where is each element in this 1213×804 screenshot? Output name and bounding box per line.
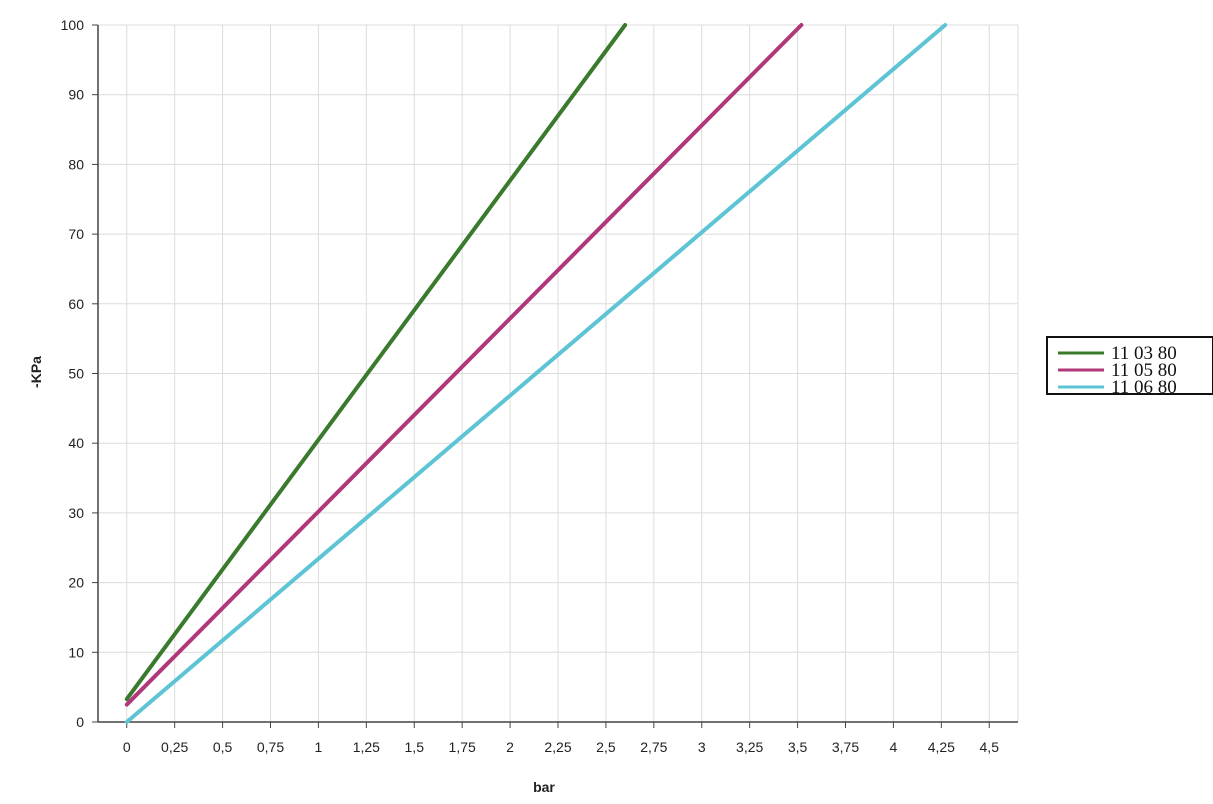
series-line-3 [124,23,948,724]
series-lines [124,23,948,724]
x-tick-label: 1,25 [353,739,380,755]
legend-label: 11 06 80 [1111,377,1177,398]
y-axis-title: -KPa [28,356,44,388]
x-tick-label: 3 [698,739,706,755]
x-tick-label: 3,5 [788,739,808,755]
legend-label: 11 03 80 [1111,343,1177,364]
y-tick-label: 70 [68,226,84,242]
x-tick-label: 0 [123,739,131,755]
y-tick-label: 100 [61,17,85,33]
x-tick-label: 3,75 [832,739,859,755]
y-tick-label: 40 [68,435,84,451]
grid [98,24,1019,722]
x-tick-label: 0,5 [213,739,233,755]
x-tick-label: 1,75 [449,739,476,755]
legend-box [1046,336,1213,395]
x-tick-label: 4,25 [928,739,955,755]
y-tick-label: 60 [68,296,84,312]
x-tick-label: 4 [890,739,898,755]
series-line-1 [124,23,628,701]
legend-label: 11 05 80 [1111,360,1177,381]
y-tick-label: 20 [68,575,84,591]
axes [92,24,1018,728]
y-tick-label: 50 [68,366,84,382]
x-tick-label: 2,75 [640,739,667,755]
x-tick-label: 2,5 [596,739,616,755]
x-tick-label: 1 [315,739,323,755]
y-tick-label: 90 [68,87,84,103]
x-tick-label: 0,75 [257,739,284,755]
tick-labels: 0 10 20 30 40 50 60 70 80 90 100 0 0,25 0,5 0,75 1 1,25 1… [61,17,1000,755]
x-tick-label: 2 [506,739,514,755]
x-tick-label: 1,5 [405,739,425,755]
x-axis-title: bar [533,779,555,795]
y-tick-label: 30 [68,505,84,521]
x-tick-label: 0,25 [161,739,188,755]
x-tick-label: 3,25 [736,739,763,755]
y-tick-label: 80 [68,156,84,172]
y-tick-label: 10 [68,644,84,660]
x-tick-label: 2,25 [544,739,571,755]
series-line-2 [124,23,804,707]
x-tick-label: 4,5 [980,739,1000,755]
y-tick-label: 0 [76,714,84,730]
